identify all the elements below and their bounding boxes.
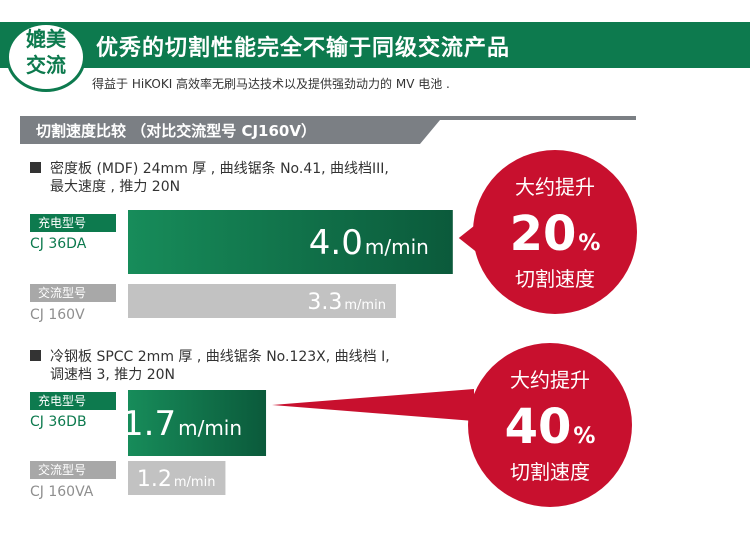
badge-label: 媲美 交流	[26, 27, 66, 77]
test-2-desc-line1: 冷钢板 SPCC 2mm 厚 , 曲线锯条 No.123X, 曲线档 I,	[50, 349, 390, 365]
callout-top-text-1: 大约提升	[515, 175, 595, 199]
badge-circle	[6, 22, 86, 92]
bullet-square-icon	[30, 162, 41, 173]
test-1-desc-line2: 最大速度 , 推力 20N	[50, 179, 181, 195]
bar-cordless-2	[128, 390, 267, 456]
page-subtitle: 得益于 HiKOKI 高效率无刷马达技术以及提供强劲动力的 MV 电池 .	[92, 77, 450, 91]
test-1-corded-model: CJ 160V	[30, 307, 85, 323]
test-2-cordless-model: CJ 36DB	[30, 414, 87, 430]
test-2-corded-tag: 交流型号	[30, 461, 116, 479]
page-title: 优秀的切割性能完全不输于同级交流产品	[96, 36, 511, 61]
bar-corded-2	[128, 461, 226, 495]
callout-bottom-text-2: 切割速度	[510, 460, 590, 484]
test-2-cordless-tag: 充电型号	[30, 392, 116, 410]
bar-corded-1	[128, 284, 396, 318]
bar-cordless-2-label: 1.7m/min	[122, 404, 242, 444]
callout-bubble-2: 大约提升 40% 切割速度	[272, 343, 632, 507]
bar-cordless-1-label: 4.0 m/min	[309, 223, 429, 263]
bar-corded-2-label: 1.2 m/min	[137, 467, 216, 492]
test-1-description: 密度板 (MDF) 24mm 厚 , 曲线锯条 No.41, 曲线档III, 最…	[30, 160, 389, 196]
test-1-cordless-model: CJ 36DA	[30, 236, 87, 252]
section-title: 切割速度比较 （对比交流型号 CJ160V）	[36, 122, 316, 140]
bullet-square-icon	[30, 350, 41, 361]
test-1-desc-line1: 密度板 (MDF) 24mm 厚 , 曲线锯条 No.41, 曲线档III,	[50, 161, 389, 177]
callout-pointer-2	[272, 389, 474, 421]
callout-circle-1	[473, 150, 637, 314]
test-1-cordless-tag: 充电型号	[30, 214, 116, 232]
callout-top-text-2: 大约提升	[510, 368, 590, 392]
test-2-description: 冷钢板 SPCC 2mm 厚 , 曲线锯条 No.123X, 曲线档 I, 调速…	[30, 348, 390, 384]
test-1-corded-tag: 交流型号	[30, 284, 116, 302]
callout-circle-2	[468, 343, 632, 507]
test-2-corded-model: CJ 160VA	[30, 484, 94, 500]
callout-bubble-1: 大约提升 20% 切割速度	[458, 150, 637, 314]
bar-cordless-1	[128, 210, 453, 274]
test-2-desc-line2: 调速档 3, 推力 20N	[50, 367, 175, 383]
header-banner	[0, 22, 750, 68]
bar-corded-1-label: 3.3 m/min	[307, 290, 386, 315]
callout-percent-1: 20%	[510, 206, 601, 262]
section-title-bar	[20, 116, 636, 144]
callout-percent-2: 40%	[505, 399, 596, 455]
callout-bottom-text-1: 切割速度	[515, 267, 595, 291]
